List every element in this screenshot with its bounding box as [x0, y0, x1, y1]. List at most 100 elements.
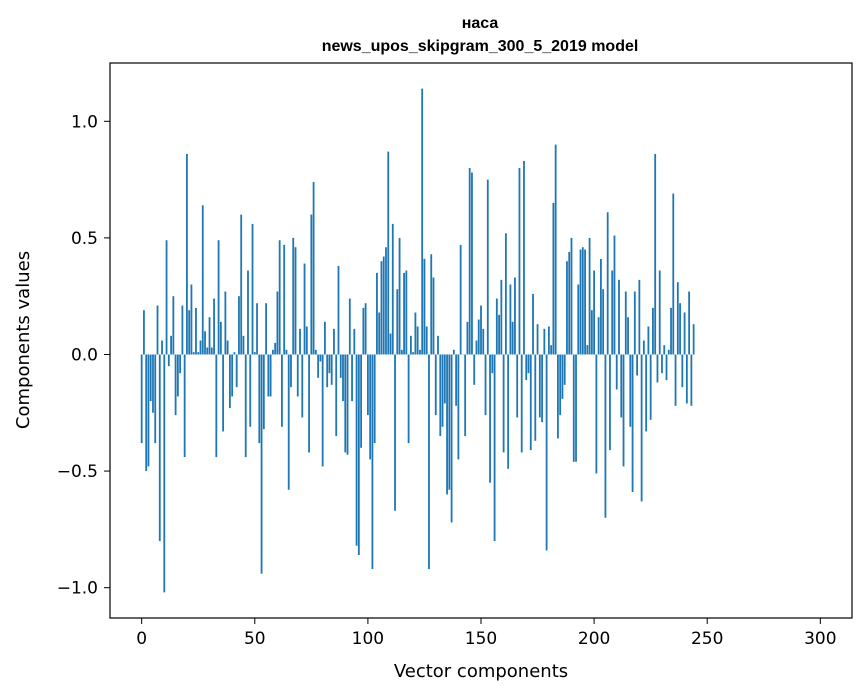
bar-60	[276, 291, 279, 355]
bar-88	[339, 354, 342, 378]
bar-55	[265, 303, 267, 355]
bar-18	[181, 305, 184, 355]
bar-127	[428, 354, 430, 570]
bar-240	[683, 312, 686, 355]
bar-123	[419, 349, 421, 355]
bar-234	[670, 307, 672, 355]
bar-138	[452, 349, 455, 355]
bar-95	[355, 354, 358, 546]
y-tick-label: 0.0	[71, 345, 98, 365]
bar-221	[640, 354, 643, 502]
bar-200	[593, 270, 596, 355]
bar-28	[204, 331, 206, 355]
bar-162	[507, 354, 510, 469]
bar-220	[638, 279, 641, 355]
bar-161	[504, 233, 507, 355]
bar-81	[324, 321, 326, 355]
bar-137	[450, 354, 453, 523]
bar-38	[226, 340, 229, 355]
bar-26	[199, 340, 202, 355]
bar-129	[432, 277, 435, 355]
bar-230	[661, 354, 663, 374]
bar-65	[287, 354, 290, 490]
bar-191	[572, 354, 575, 462]
bar-45	[242, 335, 245, 355]
bar-114	[398, 237, 401, 355]
bar-170	[525, 354, 528, 381]
bar-32	[213, 298, 215, 355]
bar-185	[559, 354, 562, 416]
bar-167	[518, 167, 521, 355]
x-tick-label: 100	[352, 629, 384, 649]
bar-30	[208, 317, 211, 355]
bar-116	[403, 272, 405, 355]
bar-63	[283, 244, 286, 355]
bar-134	[443, 354, 446, 404]
bar-15	[174, 354, 177, 416]
bar-39	[228, 354, 231, 409]
bar-224	[647, 326, 650, 355]
bar-48	[249, 354, 252, 427]
bar-168	[520, 354, 523, 453]
bar-104	[376, 272, 378, 355]
bar-53	[260, 354, 263, 574]
bar-4	[149, 354, 152, 402]
bar-171	[527, 354, 530, 374]
bar-37	[224, 291, 227, 355]
bar-69	[296, 354, 299, 397]
bar-141	[459, 244, 462, 355]
bar-212	[620, 354, 623, 418]
chart-title: наса	[462, 15, 499, 32]
bar-111	[391, 223, 394, 355]
bar-47	[247, 270, 249, 355]
bar-75	[310, 214, 313, 355]
bar-218	[633, 291, 636, 355]
bar-197	[586, 345, 589, 355]
bar-211	[618, 279, 620, 355]
bar-40	[231, 354, 234, 397]
bar-213	[622, 354, 625, 467]
bar-61	[278, 240, 281, 355]
bar-172	[529, 354, 532, 451]
bar-109	[387, 151, 390, 355]
bar-92	[348, 298, 351, 355]
bar-146	[471, 172, 473, 355]
bar-34	[217, 240, 220, 355]
bar-182	[552, 202, 555, 355]
bar-11	[165, 240, 168, 355]
bar-237	[676, 282, 679, 355]
bar-214	[624, 291, 627, 355]
bar-33	[215, 354, 218, 458]
bar-57	[269, 354, 272, 397]
bar-124	[421, 88, 424, 355]
bar-9	[161, 340, 163, 355]
bar-14	[172, 296, 175, 355]
bar-208	[611, 270, 614, 355]
bar-233	[667, 349, 670, 355]
bar-189	[568, 251, 571, 355]
bar-187	[563, 354, 566, 385]
bar-76	[312, 181, 315, 355]
bar-188	[566, 261, 568, 355]
bar-155	[491, 354, 494, 374]
bar-31	[210, 347, 213, 355]
bar-227	[654, 153, 657, 355]
x-axis-label: Vector components	[394, 661, 568, 682]
x-tick-label: 200	[578, 629, 610, 649]
bar-22	[190, 284, 193, 355]
bar-229	[658, 270, 661, 355]
bar-152	[484, 354, 487, 416]
bar-99	[364, 303, 367, 355]
bar-67	[292, 237, 295, 355]
bar-93	[351, 354, 353, 402]
x-tick-label: 150	[465, 629, 497, 649]
bar-131	[437, 335, 439, 355]
bar-24	[195, 307, 197, 355]
bar-193	[577, 284, 580, 355]
bar-179	[545, 354, 548, 551]
bar-97	[360, 354, 363, 448]
bar-96	[357, 354, 360, 556]
bar-225	[649, 354, 652, 420]
bar-77	[314, 349, 317, 355]
